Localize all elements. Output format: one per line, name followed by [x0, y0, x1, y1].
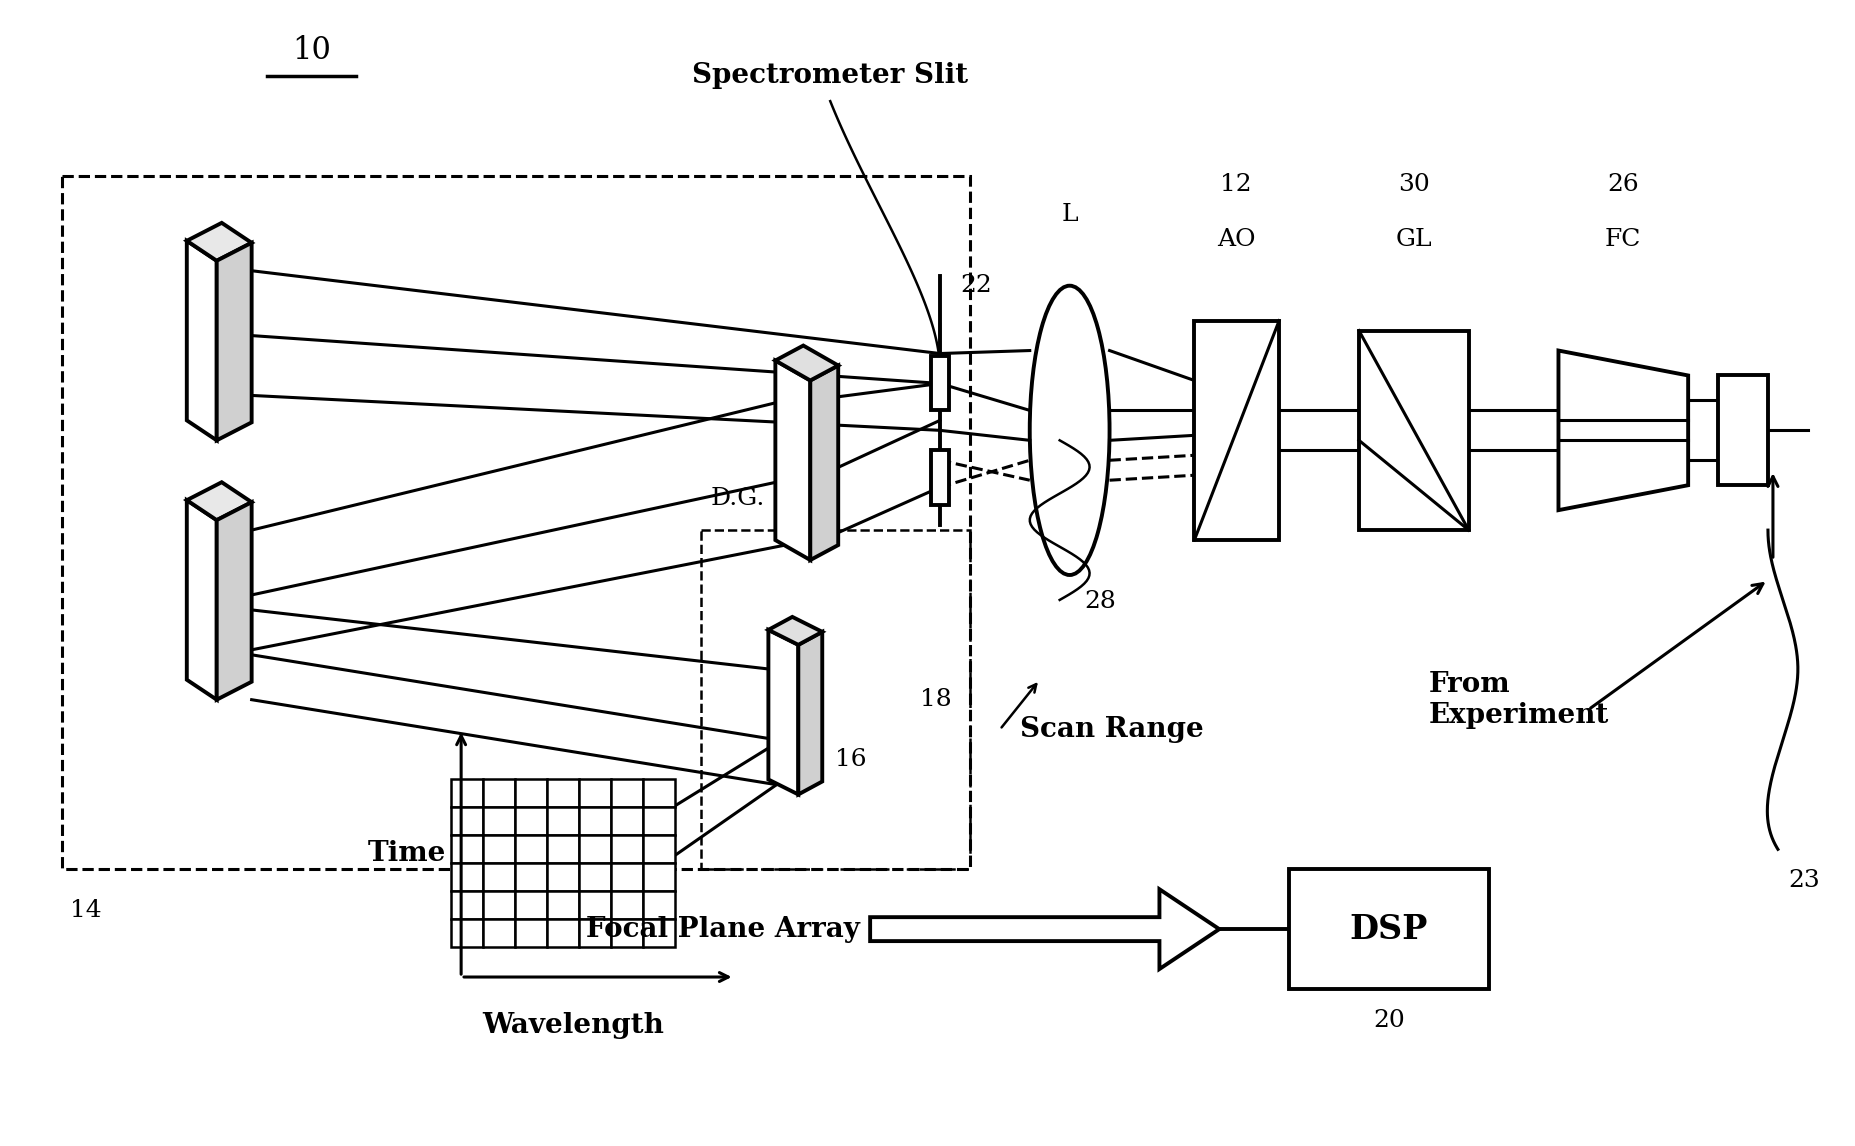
Text: Scan Range: Scan Range: [1020, 716, 1204, 743]
Bar: [610, 835, 642, 863]
Text: 28: 28: [1085, 590, 1117, 613]
Polygon shape: [187, 500, 217, 700]
Bar: [451, 835, 482, 863]
Text: 16: 16: [835, 748, 866, 771]
Polygon shape: [187, 222, 252, 261]
Polygon shape: [775, 361, 811, 560]
Bar: [579, 892, 610, 919]
Bar: [1289, 870, 1488, 989]
Bar: [579, 863, 610, 892]
Polygon shape: [870, 889, 1219, 970]
Polygon shape: [217, 243, 252, 440]
Text: 23: 23: [1788, 870, 1820, 893]
Text: 10: 10: [291, 36, 330, 66]
Bar: [451, 863, 482, 892]
Bar: [642, 835, 675, 863]
Text: FC: FC: [1605, 228, 1642, 251]
Bar: [451, 919, 482, 947]
Bar: [482, 863, 516, 892]
Bar: [642, 779, 675, 808]
Bar: [451, 808, 482, 835]
Bar: [579, 779, 610, 808]
Polygon shape: [798, 631, 822, 794]
Polygon shape: [187, 482, 252, 520]
Bar: [516, 919, 547, 947]
Bar: [61, 176, 970, 870]
Polygon shape: [217, 502, 252, 700]
Text: AO: AO: [1217, 228, 1256, 251]
Bar: [610, 863, 642, 892]
Bar: [579, 808, 610, 835]
Bar: [516, 892, 547, 919]
Bar: [516, 779, 547, 808]
Bar: [1718, 376, 1768, 485]
Polygon shape: [187, 241, 217, 440]
Bar: [642, 892, 675, 919]
Bar: [931, 450, 950, 505]
Bar: [701, 531, 970, 870]
Text: GL: GL: [1395, 228, 1432, 251]
Bar: [1360, 330, 1469, 531]
Bar: [547, 892, 579, 919]
Bar: [642, 919, 675, 947]
Text: Wavelength: Wavelength: [482, 1012, 664, 1039]
Bar: [547, 808, 579, 835]
Bar: [547, 863, 579, 892]
Bar: [610, 919, 642, 947]
Bar: [610, 892, 642, 919]
Bar: [516, 835, 547, 863]
Bar: [610, 779, 642, 808]
Bar: [482, 835, 516, 863]
Text: 26: 26: [1608, 173, 1640, 196]
Text: 18: 18: [920, 689, 952, 712]
Bar: [1195, 321, 1280, 540]
Text: DSP: DSP: [1350, 912, 1428, 945]
Bar: [451, 892, 482, 919]
Bar: [547, 835, 579, 863]
Bar: [516, 863, 547, 892]
Text: From
Experiment: From Experiment: [1428, 670, 1608, 729]
Text: 12: 12: [1221, 173, 1252, 196]
Polygon shape: [768, 630, 798, 794]
Text: 14: 14: [70, 900, 102, 923]
Bar: [547, 779, 579, 808]
Text: 30: 30: [1399, 173, 1430, 196]
Bar: [516, 808, 547, 835]
Bar: [931, 355, 950, 410]
Bar: [482, 779, 516, 808]
Text: 22: 22: [959, 274, 992, 297]
Text: 20: 20: [1373, 1008, 1404, 1031]
Text: L: L: [1061, 203, 1078, 226]
Bar: [579, 835, 610, 863]
Text: D.G.: D.G.: [710, 487, 764, 510]
Bar: [482, 919, 516, 947]
Bar: [451, 779, 482, 808]
Text: Time: Time: [367, 840, 447, 866]
Bar: [642, 808, 675, 835]
Text: Focal Plane Array: Focal Plane Array: [586, 916, 861, 943]
Polygon shape: [775, 346, 838, 380]
Polygon shape: [768, 617, 822, 645]
Bar: [482, 892, 516, 919]
Polygon shape: [811, 366, 838, 560]
Bar: [579, 919, 610, 947]
Polygon shape: [1558, 351, 1688, 510]
Bar: [482, 808, 516, 835]
Bar: [610, 808, 642, 835]
Bar: [547, 919, 579, 947]
Bar: [642, 863, 675, 892]
Text: Spectrometer Slit: Spectrometer Slit: [692, 62, 968, 89]
